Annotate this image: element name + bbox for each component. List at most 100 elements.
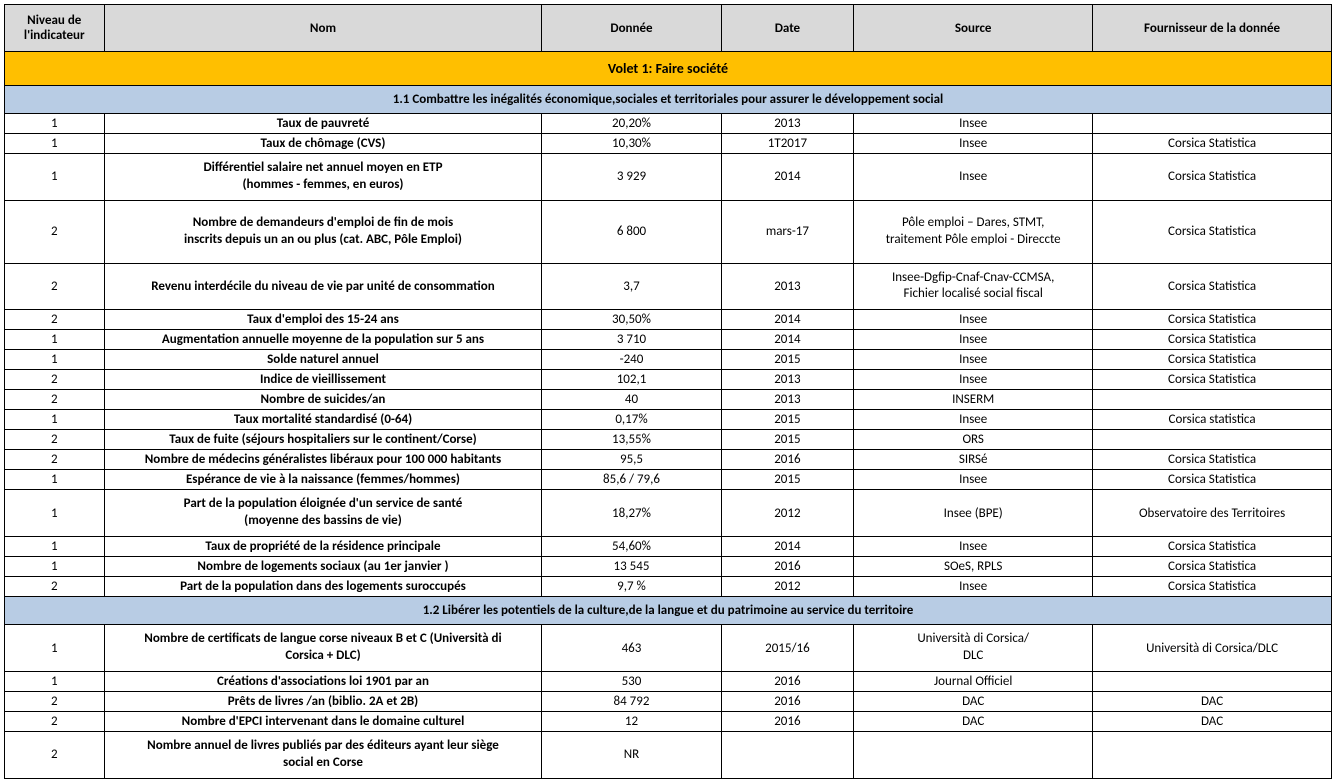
cell-nom: Solde naturel annuel bbox=[104, 350, 542, 370]
cell-source: Journal Officiel bbox=[854, 671, 1093, 691]
cell-donnee: 463 bbox=[542, 625, 721, 672]
cell-nom: Taux de propriété de la résidence princi… bbox=[104, 537, 542, 557]
cell-fournisseur: Corsica Statistica bbox=[1093, 470, 1332, 490]
table-row: 1Différentiel salaire net annuel moyen e… bbox=[5, 154, 1332, 201]
cell-donnee: 13,55% bbox=[542, 430, 721, 450]
cell-date: 2015 bbox=[721, 410, 854, 430]
cell-source: Insee bbox=[854, 310, 1093, 330]
cell-donnee: 3,7 bbox=[542, 263, 721, 310]
cell-fournisseur bbox=[1093, 114, 1332, 134]
cell-fournisseur: Corsica Statistica bbox=[1093, 577, 1332, 597]
cell-donnee: 0,17% bbox=[542, 410, 721, 430]
table-row: 1Taux mortalité standardisé (0-64)0,17%2… bbox=[5, 410, 1332, 430]
cell-niveau: 1 bbox=[5, 410, 105, 430]
cell-fournisseur bbox=[1093, 390, 1332, 410]
cell-date: 2014 bbox=[721, 310, 854, 330]
cell-donnee: 102,1 bbox=[542, 370, 721, 390]
cell-nom: Taux de chômage (CVS) bbox=[104, 134, 542, 154]
cell-date: 2016 bbox=[721, 691, 854, 711]
table-row: 1Nombre de logements sociaux (au 1er jan… bbox=[5, 557, 1332, 577]
table-row: 2Taux d'emploi des 15-24 ans30,50%2014In… bbox=[5, 310, 1332, 330]
cell-nom: Indice de vieillissement bbox=[104, 370, 542, 390]
cell-fournisseur: Corsica Statistica bbox=[1093, 330, 1332, 350]
cell-source: Insee bbox=[854, 370, 1093, 390]
cell-date: 2013 bbox=[721, 370, 854, 390]
table-row: 1Augmentation annuelle moyenne de la pop… bbox=[5, 330, 1332, 350]
cell-date: 2015 bbox=[721, 470, 854, 490]
cell-nom: Différentiel salaire net annuel moyen en… bbox=[104, 154, 542, 201]
cell-fournisseur: Observatoire des Territoires bbox=[1093, 490, 1332, 537]
cell-nom: Espérance de vie à la naissance (femmes/… bbox=[104, 470, 542, 490]
cell-niveau: 1 bbox=[5, 537, 105, 557]
cell-date: 2015/16 bbox=[721, 625, 854, 672]
cell-nom: Nombre de certificats de langue corse ni… bbox=[104, 625, 542, 672]
col-header-source: Source bbox=[854, 5, 1093, 52]
cell-source: Università di Corsica/DLC bbox=[854, 625, 1093, 672]
cell-nom: Nombre d'EPCI intervenant dans le domain… bbox=[104, 711, 542, 731]
cell-fournisseur: Università di Corsica/DLC bbox=[1093, 625, 1332, 672]
cell-source: ORS bbox=[854, 430, 1093, 450]
cell-nom: Augmentation annuelle moyenne de la popu… bbox=[104, 330, 542, 350]
col-header-donnee: Donnée bbox=[542, 5, 721, 52]
cell-date: 2014 bbox=[721, 537, 854, 557]
cell-donnee: 54,60% bbox=[542, 537, 721, 557]
cell-donnee: 95,5 bbox=[542, 450, 721, 470]
cell-fournisseur: DAC bbox=[1093, 711, 1332, 731]
cell-donnee: NR bbox=[542, 731, 721, 778]
col-header-date: Date bbox=[721, 5, 854, 52]
cell-nom: Taux d'emploi des 15-24 ans bbox=[104, 310, 542, 330]
cell-donnee: 530 bbox=[542, 671, 721, 691]
cell-niveau: 2 bbox=[5, 450, 105, 470]
cell-fournisseur: Corsica Statistica bbox=[1093, 370, 1332, 390]
table-row: 2Revenu interdécile du niveau de vie par… bbox=[5, 263, 1332, 310]
cell-source: Insee bbox=[854, 154, 1093, 201]
cell-nom: Taux mortalité standardisé (0-64) bbox=[104, 410, 542, 430]
cell-donnee: 85,6 / 79,6 bbox=[542, 470, 721, 490]
cell-niveau: 1 bbox=[5, 330, 105, 350]
cell-source: Pôle emploi – Dares, STMT,traitement Pôl… bbox=[854, 200, 1093, 263]
cell-date: 2016 bbox=[721, 671, 854, 691]
cell-fournisseur: Corsica Statistica bbox=[1093, 310, 1332, 330]
cell-source: Insee bbox=[854, 577, 1093, 597]
cell-date: 2015 bbox=[721, 350, 854, 370]
table-row: 1Espérance de vie à la naissance (femmes… bbox=[5, 470, 1332, 490]
col-header-niveau: Niveau de l'indicateur bbox=[5, 5, 105, 52]
cell-niveau: 1 bbox=[5, 557, 105, 577]
cell-niveau: 2 bbox=[5, 200, 105, 263]
cell-fournisseur bbox=[1093, 671, 1332, 691]
cell-date bbox=[721, 731, 854, 778]
cell-niveau: 1 bbox=[5, 490, 105, 537]
cell-niveau: 1 bbox=[5, 350, 105, 370]
table-row: 2Nombre de demandeurs d'emploi de fin de… bbox=[5, 200, 1332, 263]
cell-donnee: 18,27% bbox=[542, 490, 721, 537]
table-row: 1Part de la population éloignée d'un ser… bbox=[5, 490, 1332, 537]
table-body: Volet 1: Faire société1.1 Combattre les … bbox=[5, 52, 1332, 779]
table-row: 1Taux de propriété de la résidence princ… bbox=[5, 537, 1332, 557]
cell-nom: Taux de pauvreté bbox=[104, 114, 542, 134]
cell-date: 2013 bbox=[721, 114, 854, 134]
cell-donnee: 20,20% bbox=[542, 114, 721, 134]
cell-niveau: 1 bbox=[5, 114, 105, 134]
cell-niveau: 2 bbox=[5, 691, 105, 711]
table-header: Niveau de l'indicateur Nom Donnée Date S… bbox=[5, 5, 1332, 52]
col-header-fournisseur: Fournisseur de la donnée bbox=[1093, 5, 1332, 52]
table-row: 2Part de la population dans des logement… bbox=[5, 577, 1332, 597]
cell-date: 2012 bbox=[721, 577, 854, 597]
cell-source: DAC bbox=[854, 711, 1093, 731]
cell-date: 2016 bbox=[721, 557, 854, 577]
cell-niveau: 1 bbox=[5, 154, 105, 201]
table-row: 1Taux de pauvreté20,20%2013Insee bbox=[5, 114, 1332, 134]
cell-donnee: 10,30% bbox=[542, 134, 721, 154]
cell-date: 2016 bbox=[721, 711, 854, 731]
cell-niveau: 2 bbox=[5, 430, 105, 450]
cell-fournisseur: Corsica Statistica bbox=[1093, 154, 1332, 201]
cell-source: SOeS, RPLS bbox=[854, 557, 1093, 577]
cell-date: 2012 bbox=[721, 490, 854, 537]
cell-fournisseur bbox=[1093, 731, 1332, 778]
table-row: 2Nombre d'EPCI intervenant dans le domai… bbox=[5, 711, 1332, 731]
cell-donnee: 6 800 bbox=[542, 200, 721, 263]
table-row: 1Créations d'associations loi 1901 par a… bbox=[5, 671, 1332, 691]
cell-source: DAC bbox=[854, 691, 1093, 711]
cell-nom: Prêts de livres /an (biblio. 2A et 2B) bbox=[104, 691, 542, 711]
cell-nom: Taux de fuite (séjours hospitaliers sur … bbox=[104, 430, 542, 450]
